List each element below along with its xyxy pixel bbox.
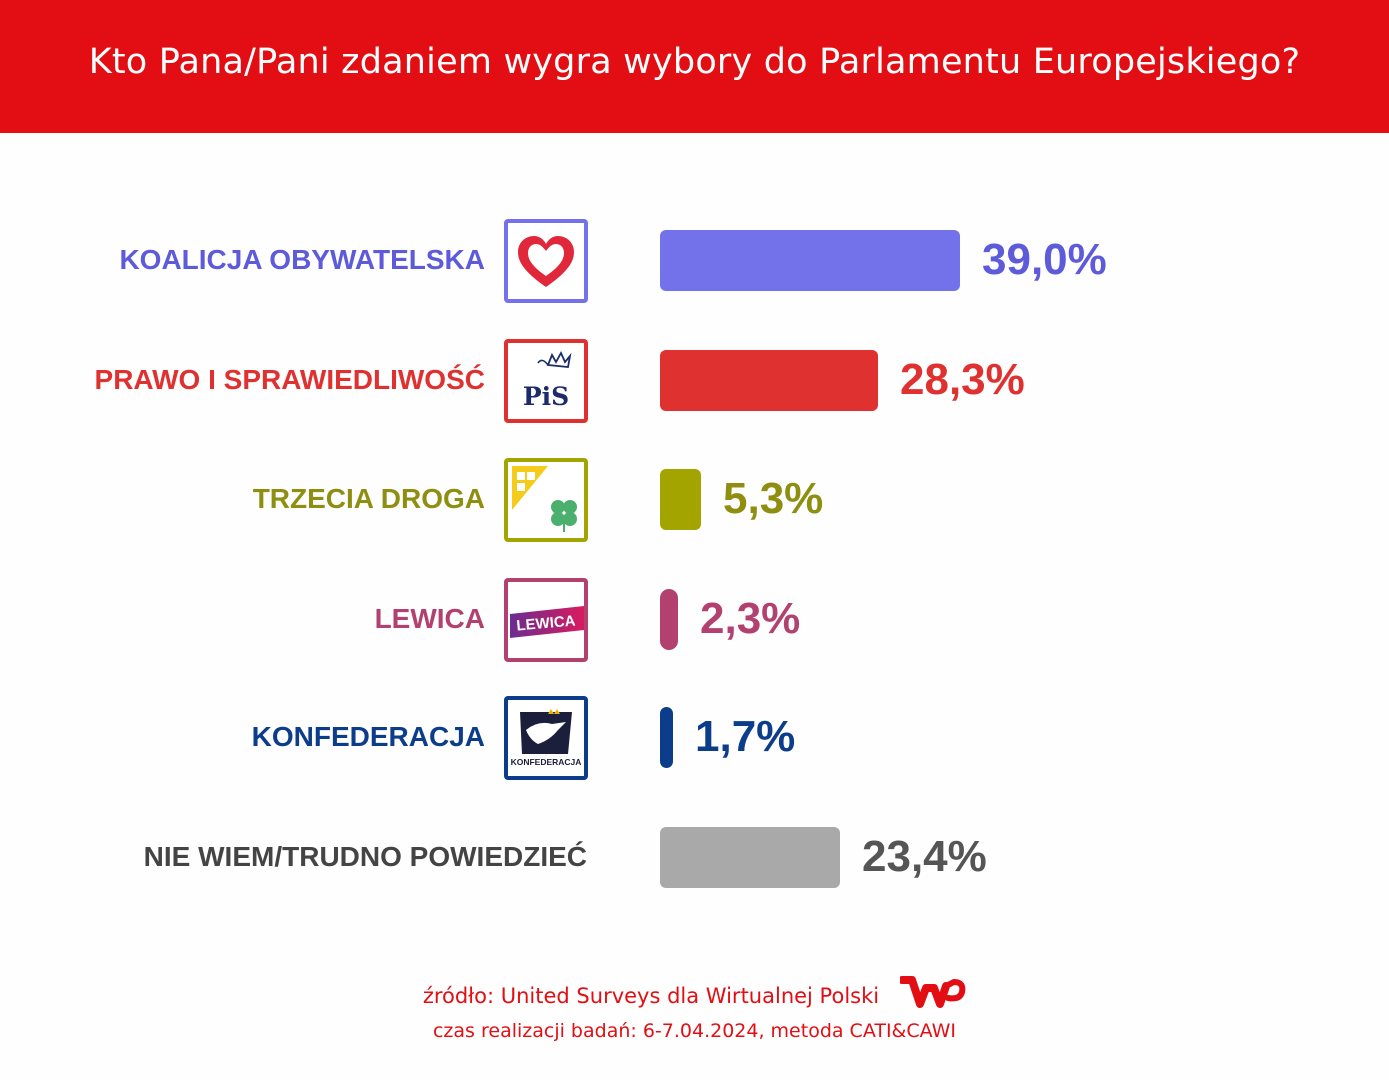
category-label: KONFEDERACJA xyxy=(251,721,485,752)
pis-logo-icon: PiS xyxy=(523,350,572,411)
survey-dates: czas realizacji badań: 6-7.04.2024, meto… xyxy=(432,1020,956,1042)
bar xyxy=(660,589,678,650)
value-label: 28,3% xyxy=(900,355,1025,404)
category-label: LEWICA xyxy=(374,603,485,634)
bar-row: NIE WIEM/TRUDNO POWIEDZIEĆ 23,4% xyxy=(0,816,1389,898)
lewica-logo-icon: LEWICA xyxy=(510,606,584,638)
party-logo xyxy=(504,219,588,303)
trzecia-droga-logo-icon xyxy=(512,466,577,532)
party-logo xyxy=(504,458,588,542)
value-label: 5,3% xyxy=(723,474,824,523)
bar-row: KONFEDERACJA KONFEDERACJA 1,7% xyxy=(0,696,1389,780)
source-line: źródło: United Surveys dla Wirtualnej Po… xyxy=(0,976,1389,1010)
party-logo: PiS xyxy=(504,339,588,423)
value-label: 1,7% xyxy=(695,712,796,761)
heart-icon xyxy=(518,236,574,287)
bar xyxy=(660,827,840,888)
value-label: 23,4% xyxy=(862,832,987,881)
category-label: TRZECIA DROGA xyxy=(252,483,485,514)
party-logo: LEWICA xyxy=(504,578,588,662)
chart-title: Kto Pana/Pani zdaniem wygra wybory do Pa… xyxy=(88,42,1301,82)
party-logo: KONFEDERACJA xyxy=(504,696,588,780)
bar-row: KOALICJA OBYWATELSKA 39,0% xyxy=(0,219,1389,303)
value-label: 39,0% xyxy=(982,235,1107,284)
source-text: źródło: United Surveys dla Wirtualnej Po… xyxy=(422,984,880,1008)
konfederacja-logo-text: KONFEDERACJA xyxy=(511,757,582,767)
wp-logo-icon xyxy=(900,976,966,1008)
bar xyxy=(660,707,673,768)
bar-row: LEWICA LEWICA 2,3% xyxy=(0,578,1389,662)
bar-row: TRZECIA DROGA 5,3% xyxy=(0,458,1389,542)
pis-logo-text: PiS xyxy=(523,382,569,411)
lewica-logo-text: LEWICA xyxy=(516,612,577,634)
category-label: NIE WIEM/TRUDNO POWIEDZIEĆ xyxy=(143,841,587,872)
bar xyxy=(660,469,701,530)
category-label: PRAWO I SPRAWIEDLIWOŚĆ xyxy=(94,364,485,395)
category-label: KOALICJA OBYWATELSKA xyxy=(119,244,485,275)
bar xyxy=(660,350,878,411)
bar xyxy=(660,230,960,291)
header-banner: Kto Pana/Pani zdaniem wygra wybory do Pa… xyxy=(0,0,1389,133)
value-label: 2,3% xyxy=(700,594,801,643)
bar-row: PRAWO I SPRAWIEDLIWOŚĆ PiS 28,3% xyxy=(0,339,1389,423)
konfederacja-logo-icon: KONFEDERACJA xyxy=(511,709,582,767)
